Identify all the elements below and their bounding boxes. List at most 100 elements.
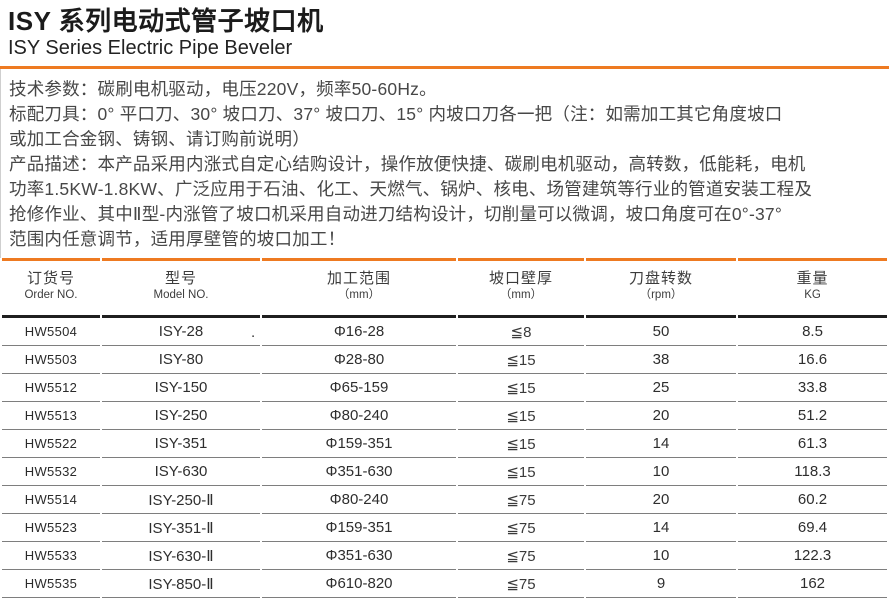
cell-range: Φ159-351 <box>262 430 456 458</box>
cell-order-no: HW5532 <box>2 458 100 486</box>
cell-order-no: HW5512 <box>2 374 100 402</box>
cell-range: Φ351-630 <box>262 542 456 570</box>
cell-thickness: ≦75 <box>458 486 584 514</box>
cell-thickness: ≦15 <box>458 402 584 430</box>
description-line: 或加工合金钢、铸钢、请订购前说明） <box>9 129 310 149</box>
cell-range: Φ351-630 <box>262 458 456 486</box>
cell-rpm: 20 <box>586 486 736 514</box>
cell-rpm: 14 <box>586 430 736 458</box>
cell-model: ISY-80 <box>102 346 260 374</box>
cell-thickness: ≦75 <box>458 542 584 570</box>
description-line: 产品描述：本产品采用内涨式自定心结购设计，操作放便快捷、碳刷电机驱动，高转数，低… <box>9 154 806 174</box>
table-header-row: 订货号 Order NO. 型号 Model NO. 加工范围 （mm） 坡口壁… <box>2 258 887 318</box>
cell-model: ISY-250 <box>102 402 260 430</box>
cell-order-no: HW5514 <box>2 486 100 514</box>
col-header-zh: 型号 <box>164 270 197 287</box>
col-header-order-no: 订货号 Order NO. <box>2 258 100 318</box>
cell-weight: 8.5 <box>738 318 887 346</box>
cell-model: ISY-630 <box>102 458 260 486</box>
cell-model: ISY-351-Ⅱ <box>102 514 260 542</box>
page-subtitle: ISY Series Electric Pipe Beveler <box>8 37 293 59</box>
cell-thickness: ≦8 <box>458 318 584 346</box>
col-header-en: KG <box>804 289 821 301</box>
cell-order-no: HW5523 <box>2 514 100 542</box>
cell-range: Φ16-28 <box>262 318 456 346</box>
table-row: HW5514 ISY-250-Ⅱ Φ80-240 ≦75 20 60.2 <box>2 486 887 514</box>
cell-thickness: ≦15 <box>458 458 584 486</box>
cell-model: ISY-630-Ⅱ <box>102 542 260 570</box>
cell-rpm: 50 <box>586 318 736 346</box>
page-title: ISY 系列电动式管子坡口机 <box>8 6 324 36</box>
col-header-en: （mm） <box>499 289 543 301</box>
col-header-zh: 订货号 <box>26 270 75 287</box>
col-header-en: Order NO. <box>24 289 78 301</box>
cell-rpm: 38 <box>586 346 736 374</box>
cell-order-no: HW5504 <box>2 318 100 346</box>
cell-rpm: 10 <box>586 542 736 570</box>
table-row: HW5503 ISY-80 Φ28-80 ≦15 38 16.6 <box>2 346 887 374</box>
cell-order-no: HW5522 <box>2 430 100 458</box>
col-header-zh: 坡口壁厚 <box>488 270 553 287</box>
table-row: HW5533 ISY-630-Ⅱ Φ351-630 ≦75 10 122.3 <box>2 542 887 570</box>
cell-thickness: ≦15 <box>458 374 584 402</box>
cell-order-no: HW5503 <box>2 346 100 374</box>
cell-range: Φ80-240 <box>262 486 456 514</box>
product-description: 技术参数：碳刷电机驱动，电压220V，频率50-60Hz。 标配刀具：0° 平口… <box>0 69 889 258</box>
cell-rpm: 10 <box>586 458 736 486</box>
cell-model: ISY-28 <box>102 318 260 346</box>
cell-model: ISY-150 <box>102 374 260 402</box>
orange-divider-top <box>0 66 889 69</box>
scan-artifact-dot: . <box>251 324 256 341</box>
cell-range: Φ159-351 <box>262 514 456 542</box>
cell-model: ISY-850-Ⅱ <box>102 570 260 598</box>
cell-order-no: HW5513 <box>2 402 100 430</box>
description-line: 功率1.5KW-1.8KW、广泛应用于石油、化工、天燃气、锅炉、核电、场管建筑等… <box>9 179 813 199</box>
description-line: 抢修作业、其中Ⅱ型-内涨管了坡口机采用自动进刀结构设计，切削量可以微调，坡口角度… <box>9 204 783 224</box>
cell-thickness: ≦75 <box>458 570 584 598</box>
cell-weight: 16.6 <box>738 346 887 374</box>
table-row: HW5523 ISY-351-Ⅱ Φ159-351 ≦75 14 69.4 <box>2 514 887 542</box>
spec-table: 订货号 Order NO. 型号 Model NO. 加工范围 （mm） 坡口壁… <box>0 258 889 598</box>
cell-model: ISY-351 <box>102 430 260 458</box>
col-header-wall-thickness: 坡口壁厚 （mm） <box>458 258 584 318</box>
cell-thickness: ≦15 <box>458 430 584 458</box>
description-line: 标配刀具：0° 平口刀、30° 坡口刀、37° 坡口刀、15° 内坡口刀各一把（… <box>9 104 783 124</box>
cell-rpm: 9 <box>586 570 736 598</box>
description-line: 技术参数：碳刷电机驱动，电压220V，频率50-60Hz。 <box>9 79 437 99</box>
cell-weight: 162 <box>738 570 887 598</box>
cell-weight: 122.3 <box>738 542 887 570</box>
page-header: ISY 系列电动式管子坡口机 ISY Series Electric Pipe … <box>0 0 889 60</box>
table-row: HW5522 ISY-351 Φ159-351 ≦15 14 61.3 <box>2 430 887 458</box>
cell-weight: 61.3 <box>738 430 887 458</box>
col-header-en: （mm） <box>337 289 381 301</box>
col-header-en: （rpm） <box>639 289 683 301</box>
cell-order-no: HW5535 <box>2 570 100 598</box>
table-row: HW5504 ISY-28 Φ16-28 ≦8 50 8.5 <box>2 318 887 346</box>
cell-thickness: ≦15 <box>458 346 584 374</box>
cell-rpm: 20 <box>586 402 736 430</box>
description-line: 范围内任意调节，适用厚壁管的坡口加工！ <box>9 229 346 249</box>
col-header-model-no: 型号 Model NO. <box>102 258 260 318</box>
cell-range: Φ610-820 <box>262 570 456 598</box>
col-header-zh: 刀盘转数 <box>628 270 693 287</box>
cell-rpm: 14 <box>586 514 736 542</box>
table-row: HW5532 ISY-630 Φ351-630 ≦15 10 118.3 <box>2 458 887 486</box>
col-header-zh: 重量 <box>796 270 829 287</box>
table-row: HW5513 ISY-250 Φ80-240 ≦15 20 51.2 <box>2 402 887 430</box>
col-header-cutter-speed: 刀盘转数 （rpm） <box>586 258 736 318</box>
cell-weight: 33.8 <box>738 374 887 402</box>
cell-thickness: ≦75 <box>458 514 584 542</box>
cell-order-no: HW5533 <box>2 542 100 570</box>
cell-weight: 118.3 <box>738 458 887 486</box>
col-header-en: Model NO. <box>153 289 209 301</box>
cell-weight: 60.2 <box>738 486 887 514</box>
col-header-working-range: 加工范围 （mm） <box>262 258 456 318</box>
col-header-zh: 加工范围 <box>326 270 391 287</box>
cell-weight: 69.4 <box>738 514 887 542</box>
table-row: HW5512 ISY-150 Φ65-159 ≦15 25 33.8 <box>2 374 887 402</box>
table-row: HW5535 ISY-850-Ⅱ Φ610-820 ≦75 9 162 <box>2 570 887 598</box>
cell-range: Φ28-80 <box>262 346 456 374</box>
cell-model: ISY-250-Ⅱ <box>102 486 260 514</box>
cell-weight: 51.2 <box>738 402 887 430</box>
